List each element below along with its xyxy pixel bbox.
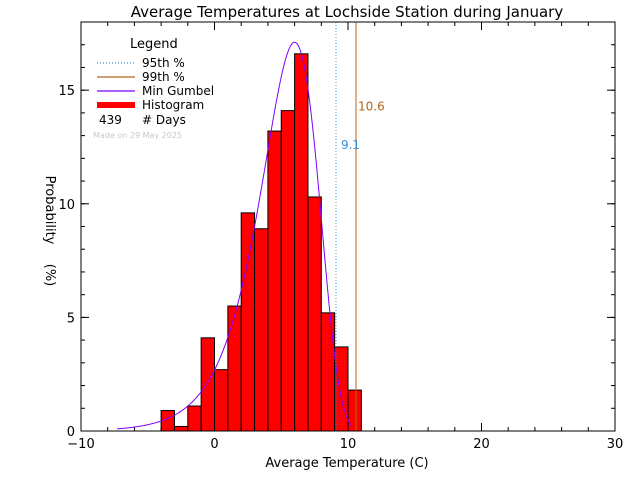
x-axis-label: Average Temperature (C) bbox=[265, 456, 428, 471]
legend-label-histogram: Histogram bbox=[142, 98, 204, 112]
y-axis-unit: (%) bbox=[42, 264, 57, 287]
legend-label-gumbel: Min Gumbel bbox=[142, 84, 214, 98]
percentile-99-label: 10.6 bbox=[358, 100, 385, 114]
histogram-bar-14 bbox=[347, 389, 362, 432]
percentile-95-label: 9.1 bbox=[341, 138, 360, 152]
x-tick-label-3: 20 bbox=[473, 437, 490, 452]
histogram-bar-12 bbox=[320, 312, 336, 432]
histogram-bar-11 bbox=[307, 196, 322, 432]
histogram-bar-4 bbox=[214, 369, 229, 432]
histogram-bar-5 bbox=[227, 305, 242, 432]
legend-label-99th: 99th % bbox=[142, 70, 185, 84]
gumbel-curve bbox=[117, 41, 353, 430]
y-tick-label-1: 5 bbox=[67, 311, 75, 326]
histogram-bar-7 bbox=[254, 228, 269, 432]
legend-days-count: 439 bbox=[99, 113, 122, 127]
y-axis-label: Probability bbox=[42, 176, 57, 245]
histogram-bar-10 bbox=[294, 53, 309, 432]
legend-days-label: # Days bbox=[142, 113, 186, 127]
histogram-bar-1 bbox=[173, 425, 189, 432]
histogram-bar-2 bbox=[187, 405, 202, 432]
legend: Legend 95th % 99th % Min Gumbel Histogra… bbox=[93, 37, 214, 140]
x-tick-label-2: 10 bbox=[340, 437, 357, 452]
y-tick-label-2: 10 bbox=[58, 198, 75, 213]
histogram-bar-6 bbox=[240, 212, 256, 432]
histogram-bar-8 bbox=[267, 130, 282, 432]
y-tick-label-0: 0 bbox=[67, 425, 75, 440]
chart-title: Average Temperatures at Lochside Station… bbox=[131, 3, 564, 21]
histogram-bar-13 bbox=[334, 346, 349, 432]
legend-label-95th: 95th % bbox=[142, 56, 185, 70]
y-tick-label-3: 15 bbox=[58, 84, 75, 99]
made-on-note: Made on 29 May 2025 bbox=[93, 131, 182, 140]
x-tick-label-0: −10 bbox=[67, 437, 94, 452]
x-tick-label-1: 0 bbox=[210, 437, 218, 452]
histogram-bar-9 bbox=[280, 110, 296, 432]
legend-title: Legend bbox=[130, 37, 178, 52]
x-tick-label-4: 30 bbox=[607, 437, 624, 452]
histogram-bar-3 bbox=[200, 337, 215, 432]
